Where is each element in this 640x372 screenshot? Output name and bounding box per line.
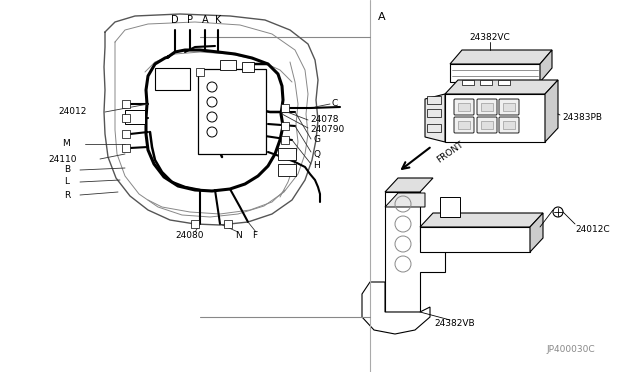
Text: K: K (215, 15, 221, 25)
Bar (191, 220, 199, 228)
Bar (242, 62, 254, 72)
Bar (122, 114, 130, 122)
Text: Q: Q (313, 150, 320, 158)
Polygon shape (545, 80, 558, 142)
Bar (278, 148, 296, 160)
FancyBboxPatch shape (477, 117, 497, 133)
Bar (198, 69, 266, 154)
Text: 24110: 24110 (48, 154, 77, 164)
Polygon shape (445, 94, 545, 142)
Bar (125, 110, 145, 124)
Bar (503, 121, 515, 129)
Text: JP400030C: JP400030C (547, 346, 595, 355)
Bar (281, 136, 289, 144)
FancyBboxPatch shape (454, 99, 474, 115)
Text: G: G (313, 135, 320, 144)
Bar (481, 103, 493, 111)
Text: 24382VC: 24382VC (470, 32, 510, 42)
Text: 24382VB: 24382VB (435, 320, 476, 328)
Text: F: F (252, 231, 257, 241)
Polygon shape (425, 94, 445, 142)
Text: M: M (62, 140, 70, 148)
Polygon shape (385, 178, 433, 192)
Polygon shape (420, 213, 543, 227)
Bar (481, 121, 493, 129)
Polygon shape (450, 64, 540, 82)
Bar (458, 103, 470, 111)
Bar (122, 130, 130, 138)
Text: FRONT: FRONT (435, 140, 465, 164)
Text: 24383PB: 24383PB (562, 112, 602, 122)
Bar (427, 96, 441, 104)
Polygon shape (420, 227, 530, 252)
Text: 24012C: 24012C (575, 225, 610, 234)
Bar (220, 60, 236, 70)
Polygon shape (450, 50, 552, 64)
FancyBboxPatch shape (477, 99, 497, 115)
Bar (224, 220, 232, 228)
Text: L: L (64, 177, 69, 186)
Text: H: H (313, 161, 320, 170)
Bar (122, 100, 130, 108)
Polygon shape (362, 282, 430, 334)
Polygon shape (440, 197, 460, 217)
Polygon shape (385, 193, 425, 207)
Bar (462, 80, 474, 85)
Polygon shape (445, 80, 558, 94)
Text: P: P (187, 15, 193, 25)
Bar (458, 121, 470, 129)
Text: 24078: 24078 (310, 115, 339, 125)
Bar (278, 164, 296, 176)
Bar (480, 80, 492, 85)
Text: 240790: 240790 (310, 125, 344, 135)
Text: R: R (64, 190, 70, 199)
FancyBboxPatch shape (499, 99, 519, 115)
Text: 24012: 24012 (58, 108, 86, 116)
Bar (122, 144, 130, 152)
Bar (155, 68, 190, 90)
Text: C: C (332, 99, 339, 109)
Text: 24080: 24080 (176, 231, 204, 241)
Bar (281, 122, 289, 130)
Polygon shape (540, 50, 552, 82)
Text: A: A (202, 15, 208, 25)
Polygon shape (385, 192, 445, 312)
Bar (503, 103, 515, 111)
Text: D: D (171, 15, 179, 25)
Bar (498, 80, 510, 85)
Text: N: N (235, 231, 241, 241)
Text: A: A (378, 12, 386, 22)
FancyBboxPatch shape (454, 117, 474, 133)
Polygon shape (530, 213, 543, 252)
Bar (427, 109, 441, 117)
Bar (196, 68, 204, 76)
FancyBboxPatch shape (499, 117, 519, 133)
Text: B: B (64, 166, 70, 174)
Bar (281, 104, 289, 112)
Bar (427, 124, 441, 132)
